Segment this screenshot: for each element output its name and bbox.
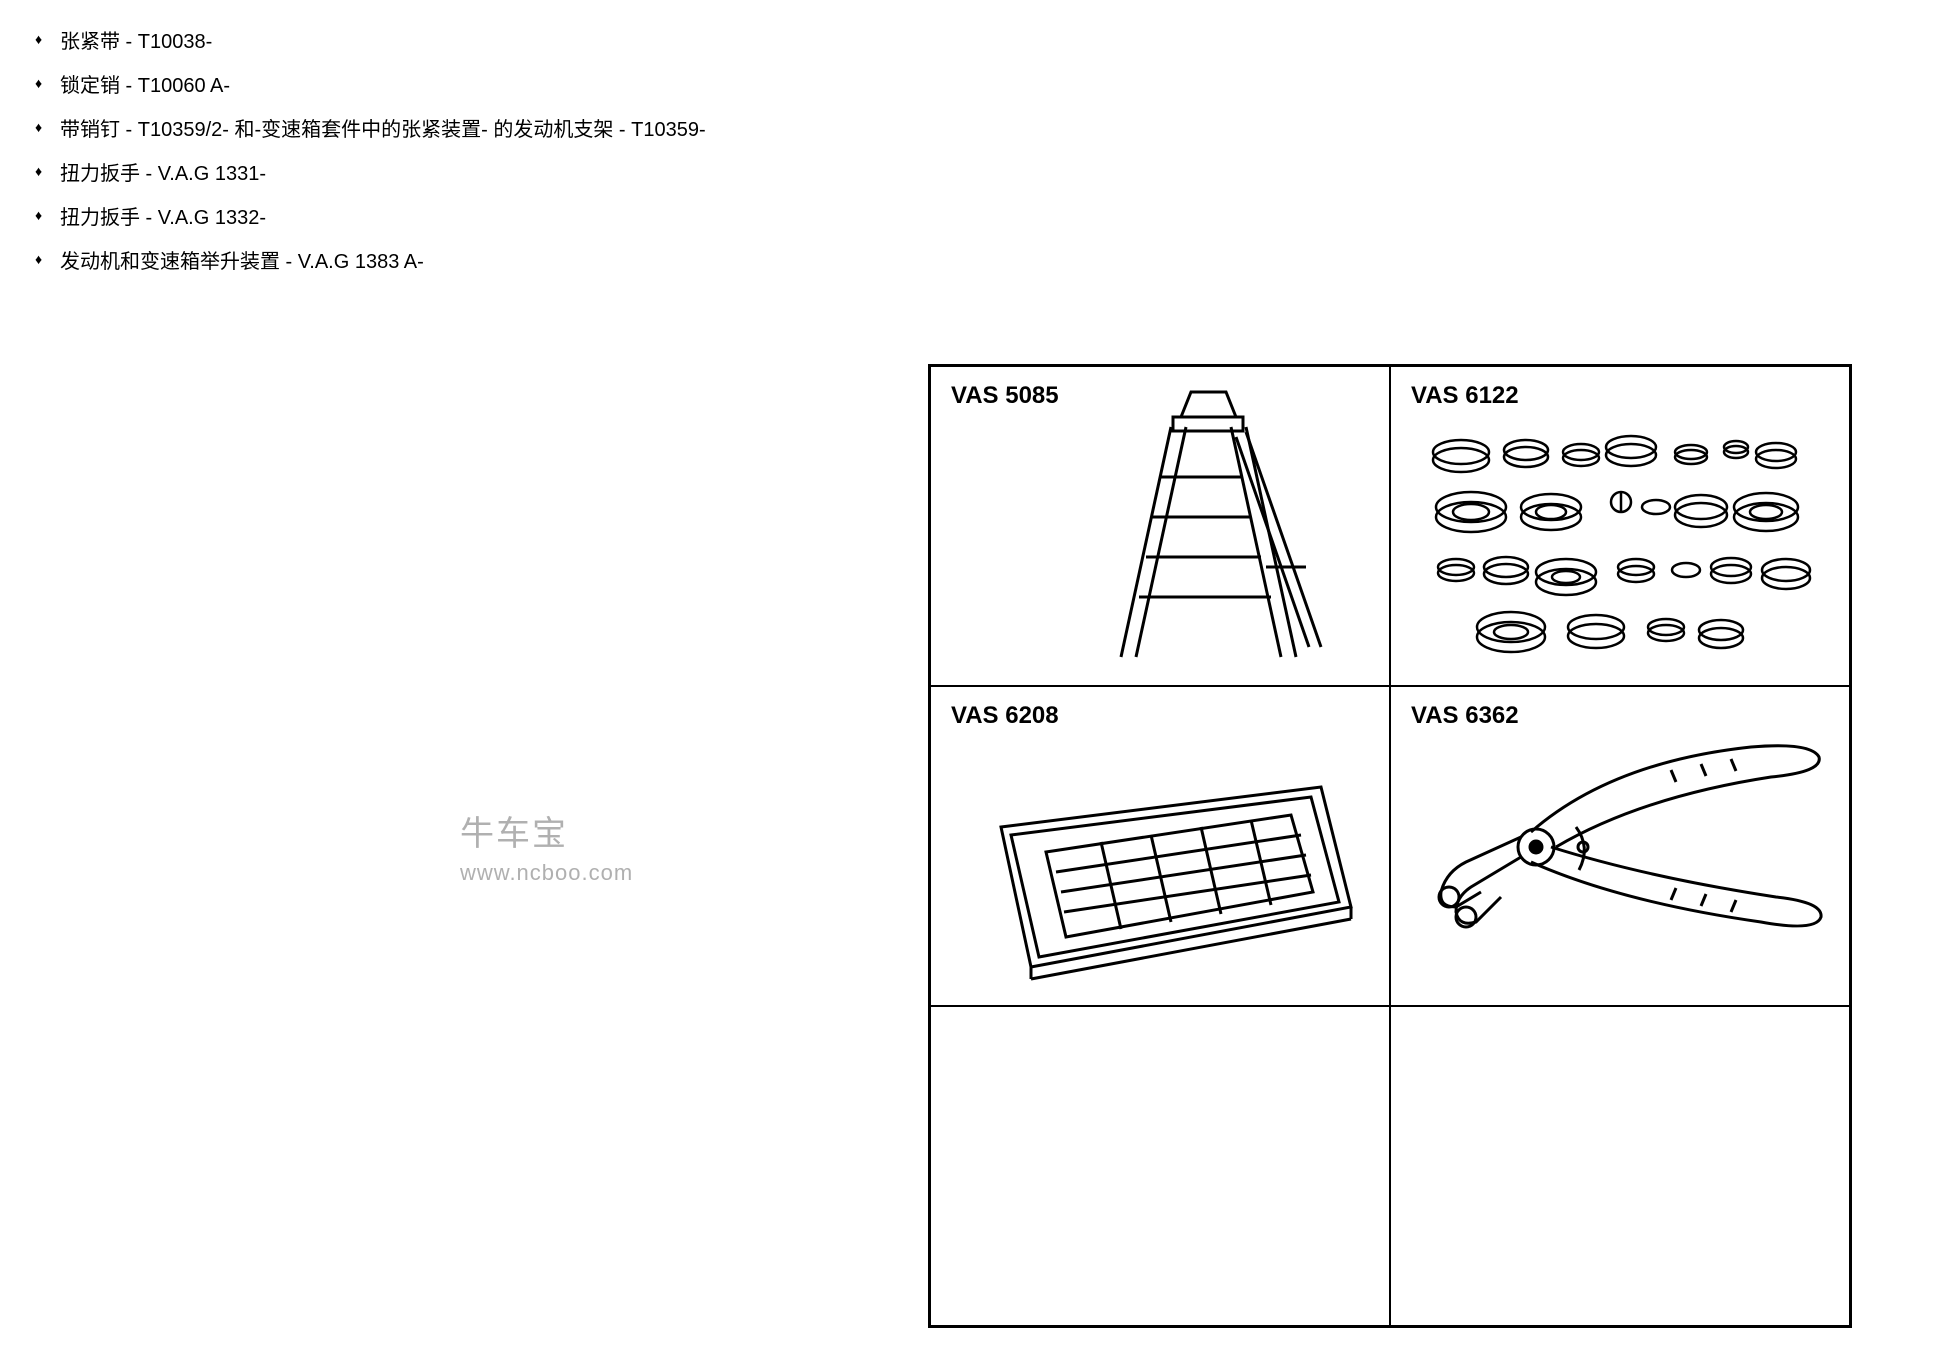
list-item-text: 扭力扳手 - V.A.G 1331- <box>60 163 266 185</box>
list-item: 扭力扳手 - V.A.G 1332- <box>30 196 1912 240</box>
list-item-text: 张紧带 - T10038- <box>60 31 212 53</box>
caps-set-icon <box>1421 422 1821 662</box>
tool-cell: VAS 6122 <box>1390 366 1850 686</box>
tray-icon <box>961 757 1361 987</box>
tool-cell: VAS 6208 <box>930 686 1390 1006</box>
watermark-url: www.ncboo.com <box>460 860 928 886</box>
tool-cell: VAS 6362 <box>1390 686 1850 1006</box>
watermark-area: 牛车宝 www.ncboo.com <box>30 806 928 886</box>
tool-cell: VAS 5085 <box>930 366 1390 686</box>
list-item-text: 扭力扳手 - V.A.G 1332- <box>60 207 266 229</box>
list-item-text: 发动机和变速箱举升装置 - V.A.G 1383 A- <box>60 251 424 273</box>
tool-bullet-list: 张紧带 - T10038- 锁定销 - T10060 A- 带销钉 - T103… <box>30 20 1912 284</box>
tool-cell <box>930 1006 1390 1326</box>
list-item: 张紧带 - T10038- <box>30 20 1912 64</box>
list-item-text: 带销钉 - T10359/2- 和-变速箱套件中的张紧装置- 的发动机支架 - … <box>60 119 706 141</box>
list-item-text: 锁定销 - T10060 A- <box>60 75 230 97</box>
list-item: 锁定销 - T10060 A- <box>30 64 1912 108</box>
watermark-title: 牛车宝 <box>460 806 928 855</box>
list-item: 扭力扳手 - V.A.G 1331- <box>30 152 1912 196</box>
pliers-icon <box>1411 722 1831 992</box>
content-row: 牛车宝 www.ncboo.com VAS 5085 <box>30 364 1912 1328</box>
list-item: 带销钉 - T10359/2- 和-变速箱套件中的张紧装置- 的发动机支架 - … <box>30 108 1912 152</box>
list-item: 发动机和变速箱举升装置 - V.A.G 1383 A- <box>30 240 1912 284</box>
tool-label: VAS 6122 <box>1411 382 1829 410</box>
tool-cell <box>1390 1006 1850 1326</box>
ladder-icon <box>1091 387 1351 677</box>
tool-grid: VAS 5085 <box>928 364 1852 1328</box>
tool-label: VAS 6208 <box>951 702 1369 730</box>
